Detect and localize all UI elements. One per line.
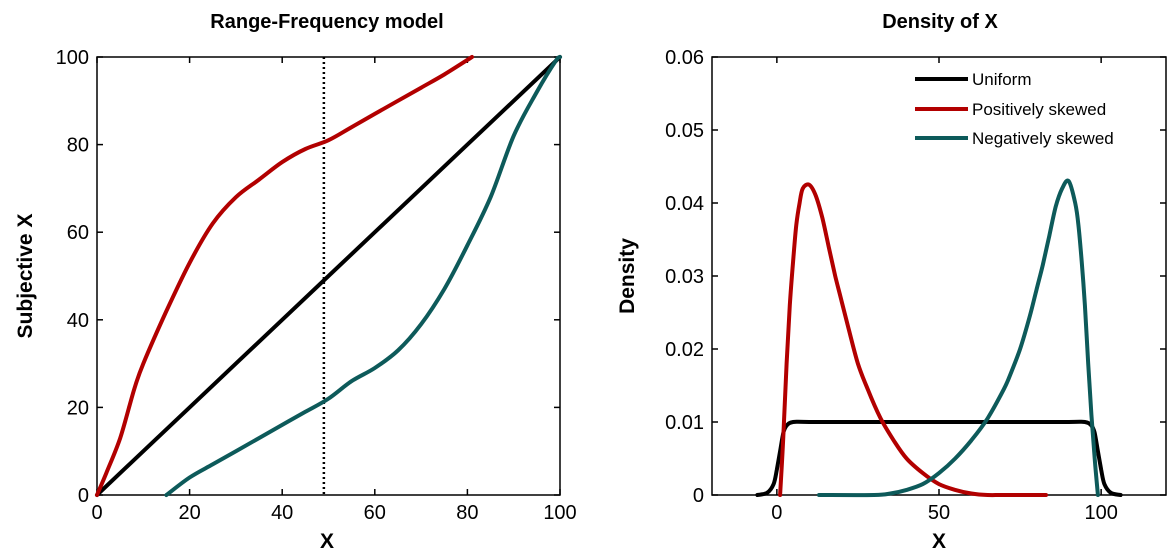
left-x-tick-label: 100: [543, 502, 576, 524]
right-series-positive: [778, 182, 1048, 498]
left-chart-title: Range-Frequency model: [210, 11, 443, 33]
right-chart-title: Density of X: [882, 11, 998, 33]
left-x-tick-label: 80: [456, 502, 478, 524]
density-panel: Density of X 0 50 100 0 0.01 0.02 0.03 0.04 0.05…: [616, 11, 1167, 553]
right-x-tick-label: 0: [771, 502, 782, 524]
right-y-tick-label: 0.02: [665, 339, 704, 361]
right-y-tick-label: 0.04: [665, 193, 704, 215]
left-y-tick-label: 40: [67, 310, 89, 332]
legend-label-uniform: Uniform: [972, 70, 1032, 89]
left-y-axis-label: Subjective X: [14, 214, 37, 339]
left-x-tick-label: 60: [364, 502, 386, 524]
left-x-tick-label: 40: [271, 502, 293, 524]
right-x-tick-label: 100: [1084, 502, 1117, 524]
legend-label-positively-skewed: Positively skewed: [972, 100, 1106, 119]
right-y-tick-label: 0: [693, 485, 704, 507]
left-y-tick-label: 0: [78, 485, 89, 507]
right-y-axis-label: Density: [616, 238, 639, 314]
right-series-negative: [817, 178, 1100, 498]
left-y-tick-label: 80: [67, 135, 89, 157]
right-x-tick-label: 50: [928, 502, 950, 524]
range-frequency-panel: Range-Frequency model 0 20 40 60 80 100 0 20 40 6…: [14, 11, 577, 553]
legend: Uniform Positively skewed Negatively ske…: [915, 70, 1114, 148]
right-y-tick-label: 0.05: [665, 120, 704, 142]
left-y-tick-label: 20: [67, 397, 89, 419]
right-y-tick-label: 0.01: [665, 412, 704, 434]
right-series-uniform: [755, 419, 1123, 497]
left-plot-frame: [96, 56, 561, 496]
left-series-uniform: [95, 55, 562, 497]
right-x-axis-label: X: [932, 530, 946, 553]
left-x-tick-label: 20: [178, 502, 200, 524]
left-series-positive: [95, 55, 474, 497]
right-y-tick-label: 0.06: [665, 47, 704, 69]
right-y-tick-label: 0.03: [665, 266, 704, 288]
left-x-tick-label: 0: [91, 502, 102, 524]
left-series-negative: [164, 55, 562, 497]
left-x-axis-label: X: [320, 530, 334, 553]
left-y-tick-label: 100: [56, 47, 89, 69]
left-y-tick-label: 60: [67, 222, 89, 244]
legend-label-negatively-skewed: Negatively skewed: [972, 129, 1114, 148]
right-plot-frame: [711, 56, 1167, 496]
